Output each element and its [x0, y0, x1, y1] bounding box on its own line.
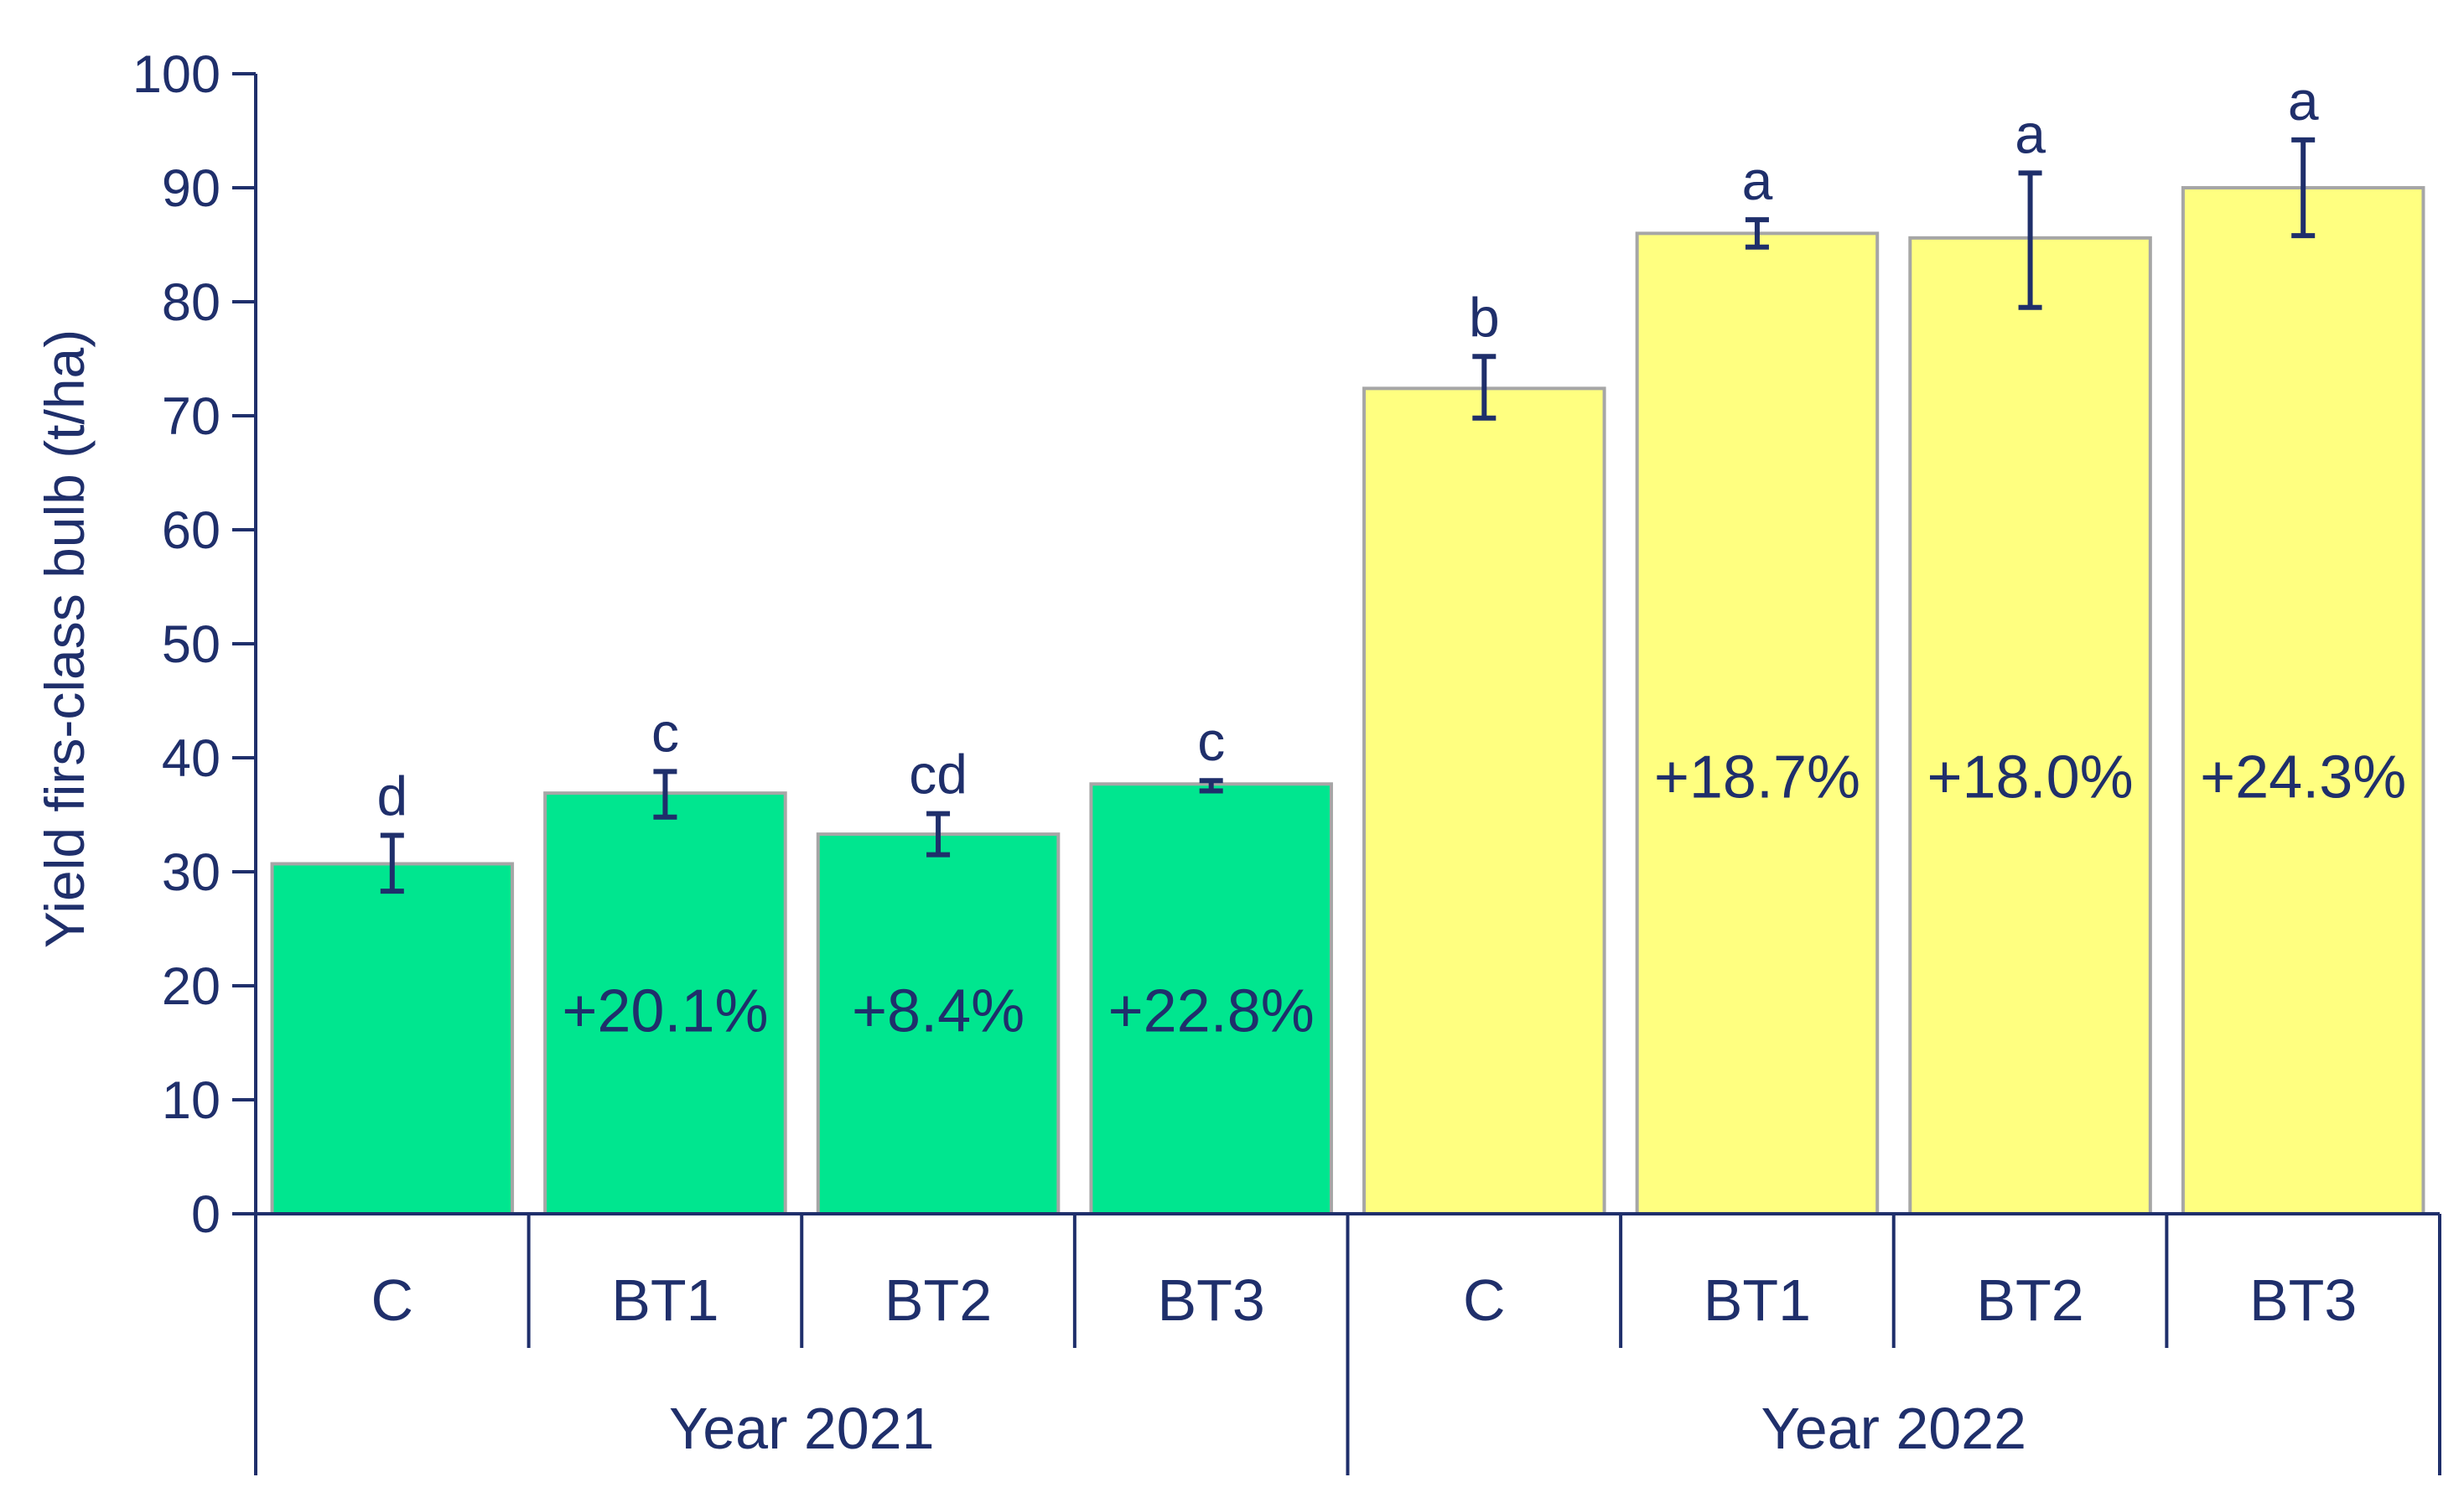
- x-category-label: BT1: [1704, 1267, 1811, 1333]
- y-tick-label: 50: [162, 615, 220, 674]
- y-tick-label: 0: [191, 1185, 220, 1244]
- significance-letter: a: [1742, 149, 1773, 211]
- bar: [543, 791, 787, 1215]
- y-tick-label: 40: [162, 729, 220, 788]
- y-tick-label: 30: [162, 843, 220, 902]
- y-axis-title: Yield firs-class bulb (t/ha): [34, 329, 96, 948]
- bar: [1908, 236, 2152, 1216]
- x-category-label: BT1: [611, 1267, 718, 1333]
- percent-change-label: +8.4%: [852, 977, 1025, 1044]
- y-tick-label: 10: [162, 1071, 220, 1130]
- significance-letter: c: [1197, 710, 1225, 772]
- percent-change-label: +20.1%: [562, 977, 768, 1044]
- bar: [2181, 186, 2425, 1215]
- percent-change-label: +24.3%: [2200, 744, 2406, 811]
- y-tick-label: 70: [162, 387, 220, 446]
- significance-letter: c: [651, 701, 679, 763]
- x-group-label: Year 2022: [1761, 1396, 2026, 1461]
- x-category-label: BT2: [1976, 1267, 2083, 1333]
- y-tick-label: 90: [162, 159, 220, 218]
- significance-letter: b: [1469, 286, 1500, 348]
- x-category-label: C: [1463, 1267, 1506, 1333]
- x-category-label: BT2: [884, 1267, 992, 1333]
- significance-letter: a: [2288, 70, 2319, 132]
- bar: [1635, 231, 1880, 1215]
- y-tick-label: 20: [162, 957, 220, 1016]
- percent-change-label: +18.0%: [1927, 744, 2133, 811]
- bar: [1362, 386, 1606, 1215]
- significance-letter: cd: [909, 744, 967, 806]
- x-category-label: BT3: [1157, 1267, 1264, 1333]
- x-category-label: C: [371, 1267, 414, 1333]
- percent-change-label: +22.8%: [1108, 977, 1315, 1044]
- x-group-label: Year 2021: [669, 1396, 935, 1461]
- y-tick-label: 60: [162, 501, 220, 560]
- bar: [270, 862, 515, 1215]
- significance-letter: a: [2015, 102, 2046, 164]
- percent-change-label: +18.7%: [1654, 744, 1860, 811]
- x-category-label: BT3: [2249, 1267, 2357, 1333]
- y-tick-label: 100: [132, 45, 220, 104]
- bar: [816, 832, 1061, 1215]
- significance-letter: d: [376, 764, 407, 827]
- y-tick-label: 80: [162, 273, 220, 332]
